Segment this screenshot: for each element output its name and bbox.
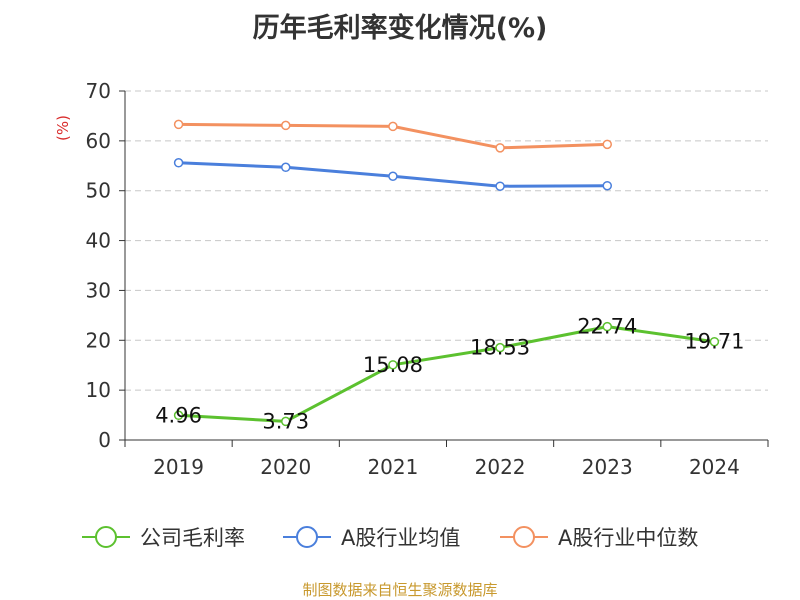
x-tick-label: 2019 [153,455,204,479]
data-label: 4.96 [155,403,202,427]
y-tick-label: 40 [86,229,111,253]
data-point [281,120,291,131]
x-tick-label: 2020 [260,455,311,479]
data-point [281,416,291,427]
data-point [602,321,612,332]
x-tick-label: 2021 [367,455,418,479]
legend-swatch-marker [296,526,318,548]
y-tick-label: 0 [98,428,111,452]
y-axis-label: (%) [54,115,72,141]
y-tick-label: 50 [86,179,111,203]
data-label: 19.71 [684,330,744,354]
legend-label: A股行业均值 [341,526,460,550]
y-tick-label: 20 [86,328,111,352]
data-point [281,162,291,173]
data-point [173,119,184,130]
data-point [173,158,184,168]
legend-label: 公司毛利率 [140,526,245,550]
y-tick-label: 30 [86,278,111,302]
data-label: 15.08 [363,353,423,377]
y-tick-label: 70 [86,79,111,103]
data-point [388,171,398,182]
legend-swatch-marker [513,526,535,548]
legend-swatch-marker [95,526,117,548]
data-point [495,342,505,353]
data-label: 3.73 [262,409,309,433]
data-point [388,360,398,370]
y-tick-label: 60 [86,129,111,153]
x-tick-label: 2023 [582,455,633,479]
data-point [495,181,505,191]
data-point [388,121,398,132]
source-note: 制图数据来自恒生聚源数据库 [302,581,498,599]
data-point [495,143,505,153]
data-point [173,410,184,421]
legend-label: A股行业中位数 [558,526,698,550]
y-tick-label: 10 [86,378,111,402]
data-point [602,180,612,191]
data-point [709,336,720,347]
chart-title: 历年毛利率变化情况(%) [252,13,548,44]
x-tick-label: 2024 [689,455,740,479]
data-point [602,139,612,150]
series-line [178,325,715,423]
data-label: 18.53 [470,336,530,360]
x-tick-label: 2022 [475,455,526,479]
data-label: 22.74 [577,315,637,339]
